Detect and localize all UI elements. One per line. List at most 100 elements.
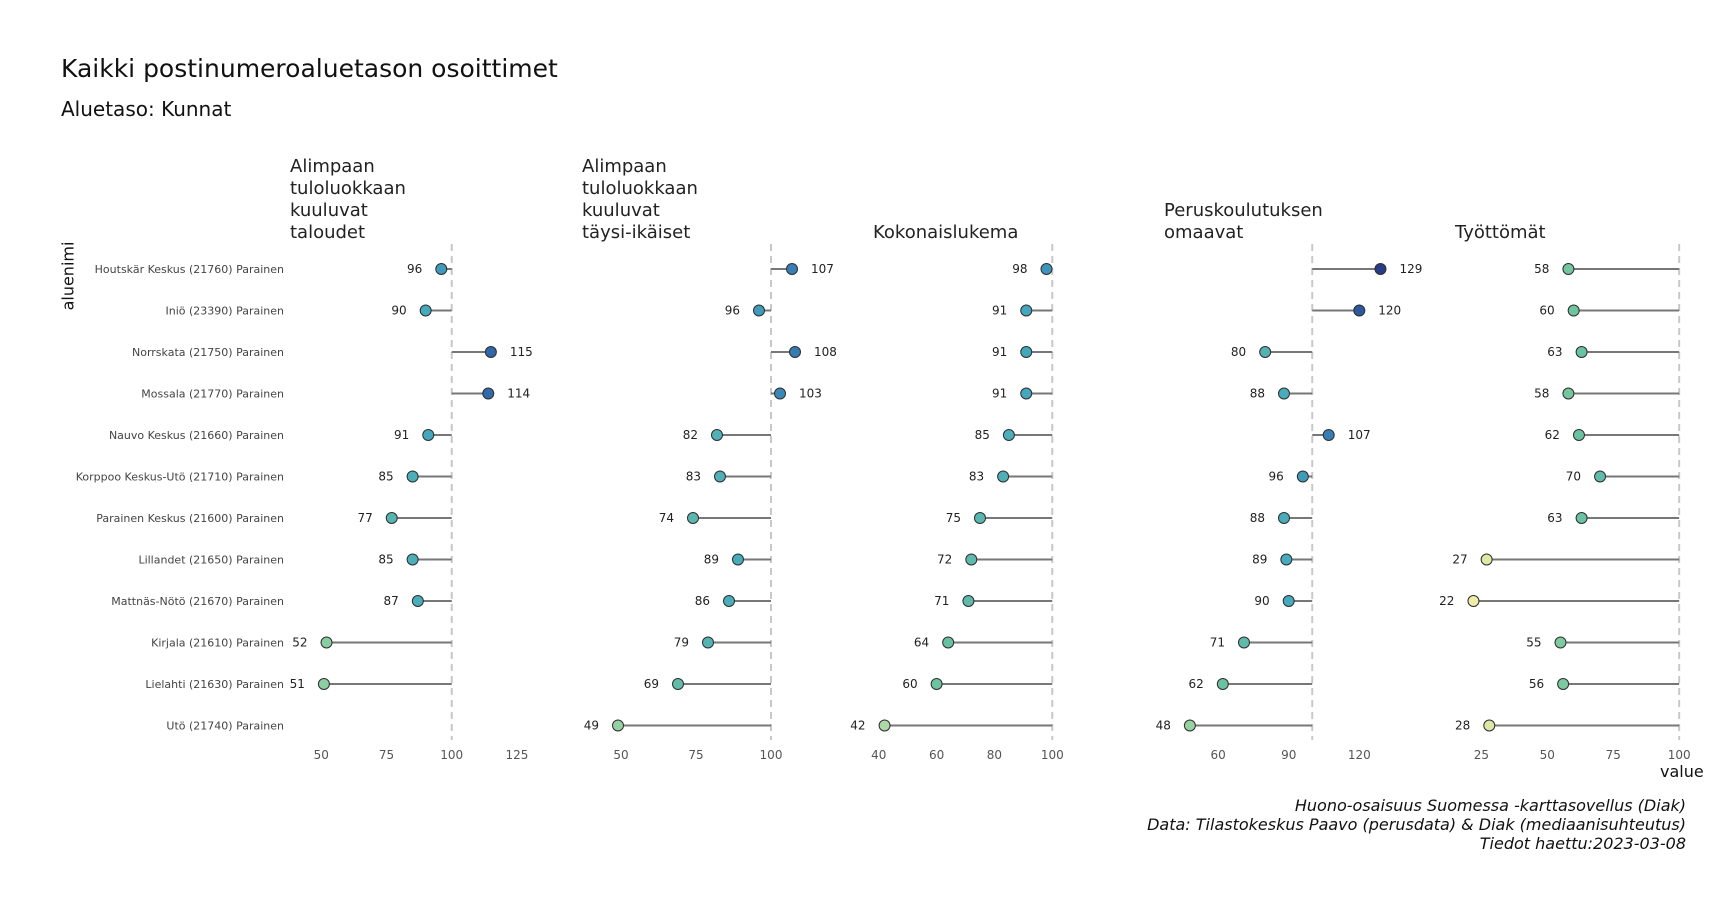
data-label: 98	[1012, 262, 1027, 276]
x-tick-label: 50	[1540, 748, 1555, 762]
data-point	[1278, 512, 1290, 524]
data-point	[942, 636, 955, 649]
data-point	[406, 470, 419, 483]
data-label: 80	[1231, 345, 1246, 359]
data-point	[702, 636, 714, 649]
category-label: Mattnäs-Nötö (21670) Parainen	[111, 595, 284, 608]
data-label: 48	[1156, 719, 1171, 733]
data-label: 91	[992, 387, 1007, 401]
data-point	[1594, 470, 1607, 483]
data-point	[1572, 429, 1585, 441]
panel-title-line: tuloluokkaan	[290, 178, 406, 199]
x-tick-label: 100	[760, 748, 783, 762]
data-label: 89	[704, 553, 719, 567]
data-label: 64	[914, 636, 929, 650]
data-label: 79	[674, 636, 689, 650]
data-point	[1562, 263, 1575, 275]
category-label: Utö (21740) Parainen	[166, 720, 284, 733]
data-label: 63	[1547, 345, 1562, 359]
category-label: Norrskata (21750) Parainen	[132, 346, 284, 359]
data-label: 75	[946, 511, 961, 525]
category-label: Nauvo Keskus (21660) Parainen	[109, 429, 284, 442]
data-label: 71	[934, 594, 949, 608]
data-point	[789, 346, 801, 358]
data-point	[723, 595, 735, 607]
x-tick-label: 90	[1281, 748, 1296, 762]
data-label: 107	[811, 262, 834, 276]
x-tick-label: 125	[506, 748, 529, 762]
data-point	[687, 512, 699, 524]
category-label: Kirjala (21610) Parainen	[151, 637, 284, 650]
data-label: 42	[850, 719, 865, 733]
data-label: 28	[1455, 719, 1470, 733]
x-tick-label: 40	[871, 748, 886, 762]
data-point	[411, 595, 424, 607]
panel-title-line: kuuluvat	[582, 200, 660, 221]
x-tick-label: 60	[929, 748, 944, 762]
data-label: 63	[1547, 511, 1562, 525]
data-label: 91	[394, 428, 409, 442]
data-point	[1278, 387, 1290, 400]
data-point	[406, 553, 419, 566]
data-label: 69	[644, 677, 659, 691]
data-point	[753, 304, 765, 317]
x-tick-label: 60	[1210, 748, 1225, 762]
x-tick-label: 120	[1348, 748, 1371, 762]
data-label: 87	[384, 594, 399, 608]
data-label: 115	[510, 345, 533, 359]
data-label: 103	[799, 387, 822, 401]
panel-title-line: Alimpaan	[582, 156, 667, 177]
data-point	[997, 470, 1010, 483]
data-label: 85	[975, 428, 990, 442]
x-axis-label: value	[1660, 762, 1704, 781]
data-label: 56	[1529, 677, 1544, 691]
data-label: 60	[902, 677, 917, 691]
data-point	[962, 595, 975, 607]
data-point	[1002, 429, 1015, 441]
data-label: 91	[992, 304, 1007, 318]
data-point	[1562, 387, 1575, 400]
caption-source-app: Huono-osaisuus Suomessa -karttasovellus …	[1294, 796, 1686, 815]
data-point	[973, 512, 986, 524]
data-point	[484, 346, 497, 358]
data-label: 90	[1254, 594, 1269, 608]
x-tick-label: 75	[1606, 748, 1621, 762]
data-label: 49	[584, 719, 599, 733]
data-label: 72	[937, 553, 952, 567]
data-label: 52	[292, 636, 307, 650]
data-label: 89	[1252, 553, 1267, 567]
data-label: 51	[290, 677, 305, 691]
data-point	[732, 553, 744, 566]
data-label: 85	[378, 470, 393, 484]
data-point	[1020, 387, 1033, 400]
data-label: 107	[1348, 428, 1371, 442]
data-point	[1353, 304, 1366, 317]
panel-title-line: täysi-ikäiset	[582, 222, 690, 243]
data-label: 88	[1250, 387, 1265, 401]
panel-title-line: kuuluvat	[290, 200, 368, 221]
data-label: 74	[659, 511, 674, 525]
caption-data-source: Data: Tilastokeskus Paavo (perusdata) & …	[1147, 815, 1686, 834]
category-label: Lillandet (21650) Parainen	[138, 554, 284, 567]
data-label: 27	[1452, 553, 1467, 567]
panel-title-line: tuloluokkaan	[582, 178, 698, 199]
x-tick-label: 100	[1041, 748, 1064, 762]
data-label: 83	[686, 470, 701, 484]
category-label: Parainen Keskus (21600) Parainen	[96, 512, 284, 525]
data-point	[1183, 719, 1196, 732]
data-label: 62	[1189, 677, 1204, 691]
x-tick-label: 75	[379, 748, 394, 762]
data-point	[1259, 346, 1272, 358]
data-label: 58	[1534, 387, 1549, 401]
data-point	[1467, 595, 1480, 607]
data-point	[482, 387, 495, 400]
data-point	[930, 678, 943, 690]
data-point	[612, 719, 624, 732]
x-tick-label: 25	[1474, 748, 1489, 762]
data-label: 83	[969, 470, 984, 484]
data-label: 108	[814, 345, 837, 359]
category-label: Lielahti (21630) Parainen	[145, 678, 284, 691]
data-point	[878, 719, 891, 732]
data-point	[1322, 429, 1335, 441]
